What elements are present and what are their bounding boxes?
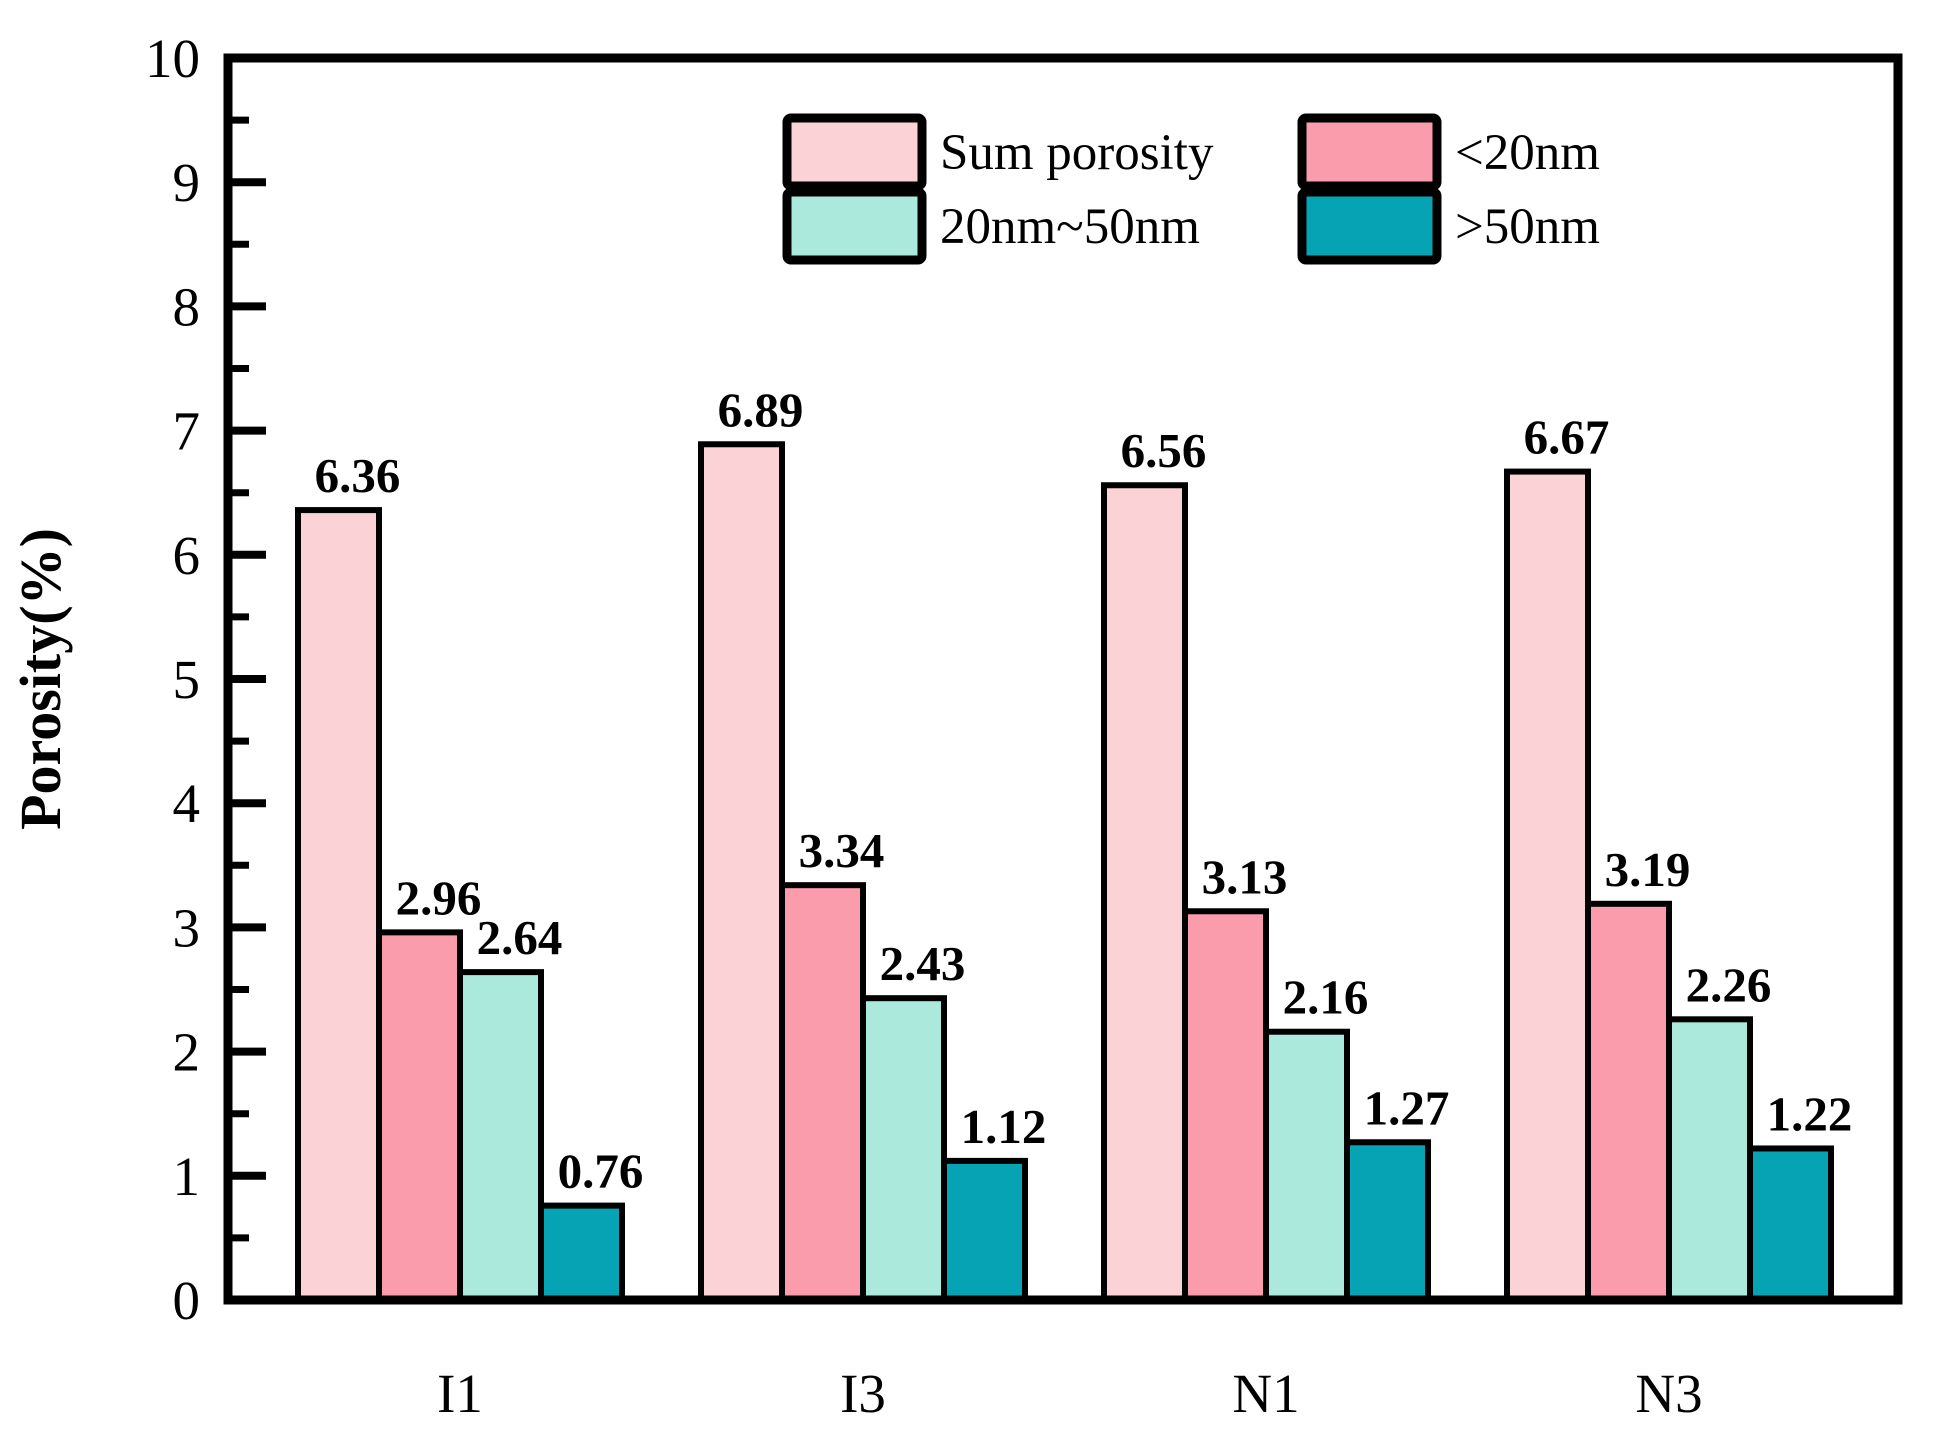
legend-label: >50nm — [1455, 199, 1600, 255]
legend-swatch — [1297, 113, 1442, 191]
bar — [779, 882, 866, 1303]
bar-value-label: 0.76 — [558, 1144, 644, 1199]
y-tick-label: 7 — [173, 401, 201, 462]
y-tick-label: 0 — [173, 1270, 201, 1331]
bar — [295, 507, 382, 1303]
bar — [1182, 908, 1269, 1304]
x-category-label: I1 — [437, 1363, 483, 1424]
bar-value-label: 3.13 — [1202, 849, 1288, 904]
y-tick-label: 8 — [173, 276, 201, 337]
legend-swatch — [782, 187, 927, 265]
bar-value-label: 6.89 — [718, 382, 804, 437]
bar-value-label: 1.27 — [1364, 1080, 1450, 1135]
bar-value-label: 3.34 — [799, 823, 885, 878]
x-category-label: N1 — [1232, 1363, 1299, 1424]
bar-value-label: 2.96 — [396, 870, 482, 925]
y-tick-label: 5 — [173, 649, 201, 710]
bar — [1585, 900, 1672, 1303]
bar-value-label: 1.12 — [961, 1099, 1047, 1154]
bar — [941, 1157, 1028, 1303]
x-category-label: N3 — [1635, 1363, 1702, 1424]
y-tick-label: 6 — [173, 525, 201, 586]
bar — [1101, 482, 1188, 1303]
bar — [376, 929, 463, 1303]
legend-label: <20nm — [1455, 125, 1600, 181]
bar-value-label: 2.16 — [1283, 970, 1369, 1025]
y-tick-label: 10 — [145, 28, 200, 89]
bar-value-label: 1.22 — [1767, 1086, 1853, 1141]
y-tick-label: 9 — [173, 152, 201, 213]
bar — [1344, 1139, 1431, 1303]
bar-value-label: 6.56 — [1121, 423, 1207, 478]
bar-value-label: 6.36 — [315, 448, 401, 503]
bar-value-label: 2.64 — [477, 910, 563, 965]
y-tick-label: 2 — [173, 1022, 201, 1083]
bar — [698, 441, 785, 1303]
bar — [1747, 1145, 1834, 1303]
y-tick-label: 4 — [173, 773, 201, 834]
plot-frame — [223, 53, 1903, 1305]
legend-label: Sum porosity — [940, 125, 1214, 181]
bar — [1666, 1016, 1753, 1303]
bar-value-label: 2.43 — [880, 936, 966, 991]
y-axis-title: Porosity(%) — [8, 528, 73, 830]
legend-label: 20nm~50nm — [940, 199, 1200, 255]
y-tick-label: 1 — [173, 1146, 201, 1207]
bar — [1504, 468, 1591, 1303]
bar-value-label: 6.67 — [1524, 410, 1610, 465]
bar-value-label: 2.26 — [1686, 957, 1772, 1012]
bar — [538, 1202, 625, 1304]
bar — [457, 969, 544, 1303]
bar — [1263, 1028, 1350, 1304]
bar — [860, 995, 947, 1303]
bar-value-label: 3.19 — [1605, 842, 1691, 897]
x-category-label: I3 — [840, 1363, 886, 1424]
legend-swatch — [1297, 187, 1442, 265]
y-tick-label: 3 — [173, 897, 201, 958]
legend-swatch — [782, 113, 927, 191]
